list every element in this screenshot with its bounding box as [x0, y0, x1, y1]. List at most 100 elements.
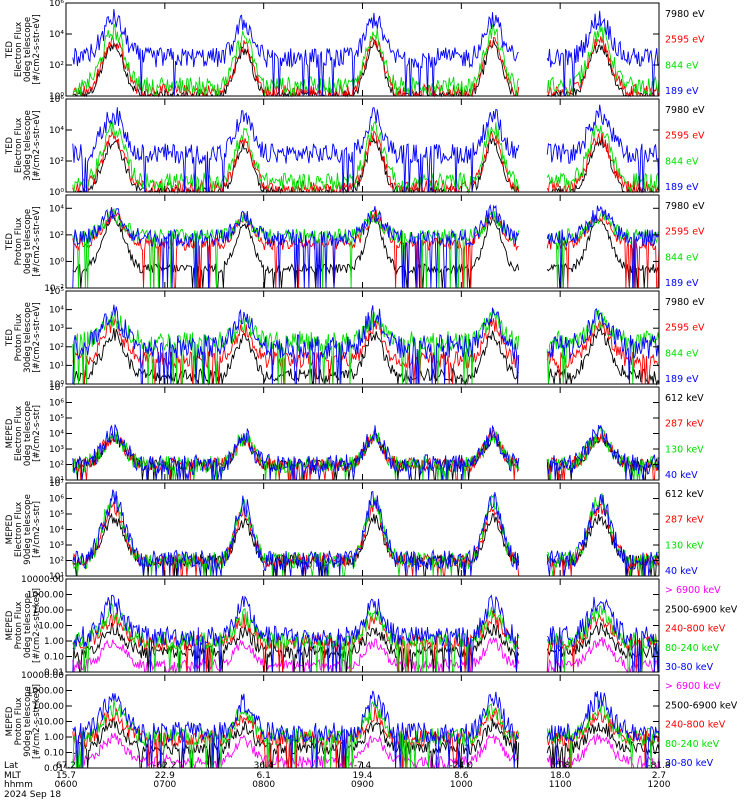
y-axis-label: [#/cm2-s-str-keV]: [32, 588, 42, 663]
y-axis-label: Electron Flux: [14, 502, 24, 557]
legend-entry-blue: 30-80 keV: [665, 662, 714, 673]
y-tick-label: 10⁷: [49, 479, 64, 489]
legend-entry-green: 80-240 keV: [665, 643, 720, 654]
footer-lat-value: -81.8: [647, 761, 671, 771]
legend-entry-black: 7980 eV: [665, 105, 705, 116]
y-tick-label: 10²: [49, 231, 64, 241]
footer-lat-value: -7.4: [354, 761, 372, 771]
footer-mlt-value: 18.0: [550, 771, 570, 781]
legend-entry-blue: 189 eV: [665, 374, 699, 385]
series-line-blue: [72, 8, 660, 97]
legend-entry-red: 287 keV: [665, 515, 704, 526]
y-tick-label: 10⁴: [49, 30, 64, 40]
y-axis-label: [#/cm2-s-str-eV]: [32, 14, 42, 84]
y-axis-label: Electron Flux: [14, 406, 24, 461]
footer-hhmm-value: 0700: [153, 780, 176, 790]
y-axis-label: 0deg telescope: [23, 17, 33, 82]
y-axis-label: Electron Flux: [14, 22, 24, 77]
y-tick-label: 0.01: [44, 764, 64, 774]
y-tick-label: 100.00: [33, 606, 65, 616]
panel-2: [65, 98, 660, 194]
y-tick-label: 10²: [49, 461, 64, 471]
y-axis-label: 0deg telescope: [23, 401, 33, 466]
legend-entry-black: 612 keV: [665, 393, 704, 404]
y-tick-label: 100.00: [33, 702, 65, 712]
footer-mlt-value: 22.9: [155, 771, 175, 781]
y-tick-label: 10.00: [38, 622, 64, 632]
footer-hhmm-value: 0800: [252, 780, 275, 790]
y-axis-label: MEPED: [5, 706, 15, 736]
y-tick-label: 0.10: [44, 653, 64, 663]
y-axis-label: [#/cm2-s-str-keV]: [32, 684, 42, 759]
footer-row-label: MLT: [4, 771, 22, 781]
legend-entry-red: 2595 eV: [665, 323, 705, 334]
y-tick-label: 10³: [49, 541, 64, 551]
y-tick-label: 10⁰: [49, 257, 64, 267]
y-tick-label: 10⁶: [49, 95, 64, 105]
legend-entry-green: 130 keV: [665, 444, 704, 455]
y-tick-label: 10⁰: [49, 188, 64, 198]
y-axis-label: 30deg telescope: [23, 302, 33, 373]
y-tick-label: 10⁶: [49, 495, 64, 505]
y-axis-label: 0deg telescope: [23, 209, 33, 274]
y-tick-label: 1.00: [44, 733, 64, 743]
legend-entry-blue: 30-80 keV: [665, 758, 714, 769]
y-tick-label: 10³: [49, 445, 64, 455]
panel-6: [65, 482, 660, 577]
footer-mlt-value: 6.1: [257, 771, 271, 781]
y-tick-label: 1000.00: [27, 687, 64, 697]
y-tick-label: 10⁴: [49, 126, 64, 136]
series-line-green: [72, 309, 660, 385]
y-tick-label: 10.00: [38, 718, 64, 728]
footer-hhmm-value: 0900: [351, 780, 374, 790]
y-axis-label: 90deg telescope: [23, 686, 33, 757]
y-axis-label: 30deg telescope: [23, 110, 33, 181]
legend-entry-green: 844 eV: [665, 348, 699, 359]
y-tick-label: 10³: [49, 324, 64, 334]
series-line-blue: [72, 489, 660, 577]
legend-entry-black: 7980 eV: [665, 201, 705, 212]
y-axis-label: TED: [5, 40, 15, 59]
legend-entry-green: 844 eV: [665, 156, 699, 167]
y-axis-label: [#/cm2-s-str-eV]: [32, 206, 42, 276]
footer-lat-value: -62.2: [153, 761, 176, 771]
series-line-green: [72, 699, 660, 769]
y-tick-label: 10⁵: [49, 287, 64, 297]
panel-4: [65, 290, 660, 386]
y-tick-label: 1000.00: [27, 591, 64, 601]
series-line-blue: [72, 690, 660, 769]
y-axis-label: TED: [5, 232, 15, 251]
footer-hhmm-value: 1200: [648, 780, 671, 790]
y-tick-label: 1.00: [44, 637, 64, 647]
y-axis-label: Proton Flux: [14, 314, 24, 362]
y-tick-label: 10²: [49, 157, 64, 167]
y-axis-label: Proton Flux: [14, 602, 24, 650]
y-tick-label: 10¹: [49, 361, 64, 371]
footer-row-label: hhmm: [4, 780, 33, 790]
y-tick-label: 10⁶: [49, 0, 64, 9]
legend-entry-green: 844 eV: [665, 252, 699, 263]
y-axis-label: TED: [5, 136, 15, 155]
series-line-red: [72, 209, 660, 289]
y-tick-label: 0.10: [44, 749, 64, 759]
footer-hhmm-value: 1100: [549, 780, 572, 790]
series-line-blue: [72, 594, 660, 673]
panel-8: [65, 674, 660, 770]
y-axis-label: [#/cm2-s-str-eV]: [32, 302, 42, 372]
y-tick-label: 10⁰: [49, 380, 64, 390]
y-tick-label: 10²: [49, 557, 64, 567]
panel-7: [65, 578, 660, 674]
footer-mlt-value: 15.7: [56, 771, 76, 781]
legend-entry-black: 2500-6900 keV: [665, 700, 738, 711]
legend-entry-black: 7980 eV: [665, 9, 705, 20]
footer-mlt-value: 8.6: [454, 771, 469, 781]
legend-entry-blue: 40 keV: [665, 566, 698, 577]
y-axis-label: TED: [5, 328, 15, 347]
footer-hhmm-value: 0600: [55, 780, 78, 790]
y-axis-label: MEPED: [5, 610, 15, 640]
series-line-blue: [72, 104, 660, 193]
series-line-green: [72, 207, 660, 289]
footer-row-label: Lat: [4, 761, 19, 771]
y-axis-label: [#/cm2-s-str-eV]: [32, 110, 42, 180]
